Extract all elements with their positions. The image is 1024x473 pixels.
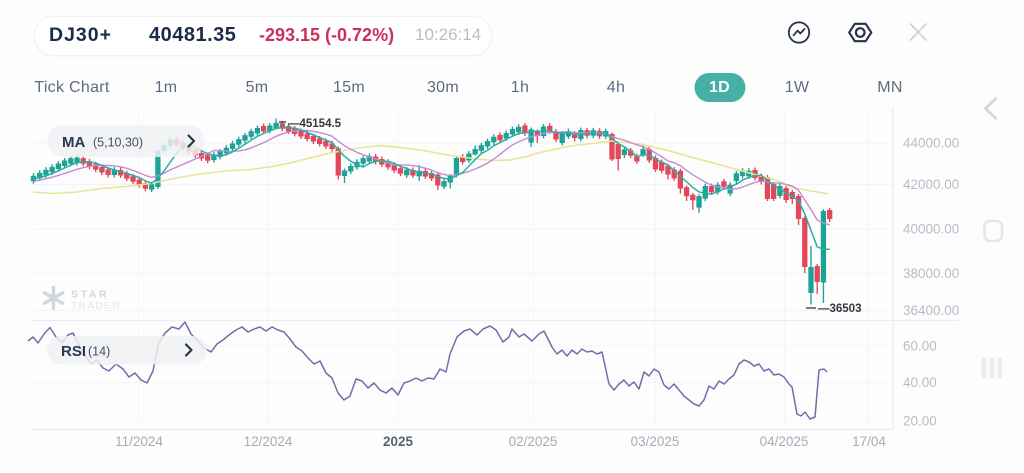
svg-text:—45154.5: —45154.5	[288, 118, 342, 130]
svg-text:38000.00: 38000.00	[903, 266, 959, 281]
svg-text:02/2025: 02/2025	[509, 434, 558, 449]
svg-text:40000.00: 40000.00	[903, 222, 959, 237]
svg-text:2025: 2025	[383, 434, 414, 449]
svg-text:TRADER: TRADER	[71, 300, 121, 312]
svg-text:(14): (14)	[88, 345, 110, 359]
svg-text:44000.00: 44000.00	[903, 136, 959, 151]
svg-text:04/2025: 04/2025	[760, 434, 809, 449]
svg-text:11/2024: 11/2024	[115, 434, 163, 449]
svg-text:20.00: 20.00	[903, 414, 937, 429]
svg-text:MA: MA	[62, 134, 85, 151]
svg-text:17/04: 17/04	[852, 434, 886, 449]
svg-text:42000.00: 42000.00	[903, 177, 959, 192]
svg-text:12/2024: 12/2024	[244, 434, 293, 449]
svg-text:RSI: RSI	[61, 343, 86, 360]
svg-text:36400.00: 36400.00	[903, 303, 959, 318]
svg-text:(5,10,30): (5,10,30)	[93, 136, 143, 150]
svg-text:60.00: 60.00	[903, 339, 937, 354]
svg-text:STAR: STAR	[71, 289, 109, 301]
svg-text:—36503: —36503	[818, 303, 861, 315]
svg-text:40.00: 40.00	[903, 375, 937, 390]
svg-text:03/2025: 03/2025	[631, 434, 680, 449]
